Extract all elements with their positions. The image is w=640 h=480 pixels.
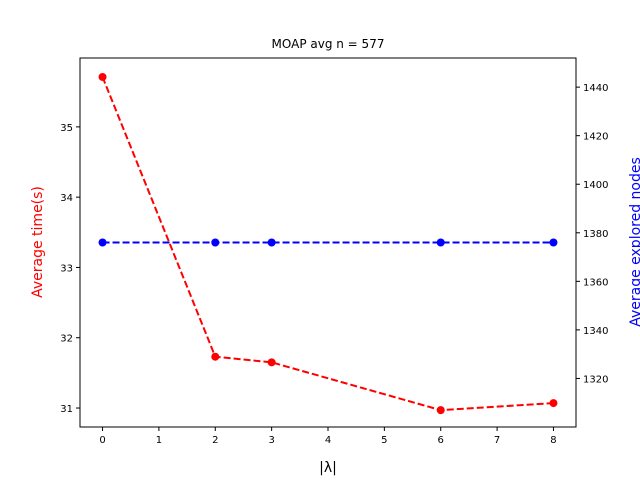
y-left-tick-label: 34 xyxy=(60,193,73,204)
x-tick-label: 5 xyxy=(381,435,387,446)
x-tick-label: 4 xyxy=(325,435,331,446)
y-left-tick-label: 32 xyxy=(60,334,73,345)
x-tick-label: 3 xyxy=(268,435,274,446)
x-tick-label: 1 xyxy=(156,435,162,446)
y-right-tick-label: 1320 xyxy=(583,374,608,385)
y-axis-right-label: Average explored nodes xyxy=(628,157,640,327)
y-right-tick-label: 1360 xyxy=(583,277,608,288)
data-point-left xyxy=(436,406,445,415)
chart-title: MOAP avg n = 577 xyxy=(272,37,385,51)
data-point-right xyxy=(549,238,558,247)
y-right-tick-label: 1340 xyxy=(583,326,608,337)
x-tick-label: 2 xyxy=(212,435,218,446)
x-tick-label: 8 xyxy=(550,435,556,446)
y-right-tick-label: 1440 xyxy=(583,83,608,94)
plot-area: 0 1 2 3 4 5 6 7 83132333435132013401360138014001… xyxy=(60,57,608,446)
data-point-left xyxy=(267,358,276,367)
y-axis-left-label: Average time(s) xyxy=(30,186,46,298)
data-point-right xyxy=(98,238,107,247)
y-right-tick-label: 1420 xyxy=(583,132,608,143)
data-point-left xyxy=(549,399,558,408)
y-left-tick-label: 31 xyxy=(60,404,73,415)
data-point-right xyxy=(267,238,276,247)
series-line-left xyxy=(101,76,554,412)
x-axis-label: |λ| xyxy=(319,460,337,476)
y-right-tick-label: 1400 xyxy=(583,180,608,191)
data-point-right xyxy=(211,238,220,247)
x-tick-label: 0 xyxy=(99,435,105,446)
x-tick-label: 6 xyxy=(438,435,444,446)
x-tick-label: 7 xyxy=(494,435,500,446)
data-point-left xyxy=(98,72,107,81)
y-left-tick-label: 33 xyxy=(60,263,73,274)
data-point-left xyxy=(211,352,220,361)
data-point-right xyxy=(436,238,445,247)
y-right-tick-label: 1380 xyxy=(583,229,608,240)
y-left-tick-label: 35 xyxy=(60,123,73,134)
